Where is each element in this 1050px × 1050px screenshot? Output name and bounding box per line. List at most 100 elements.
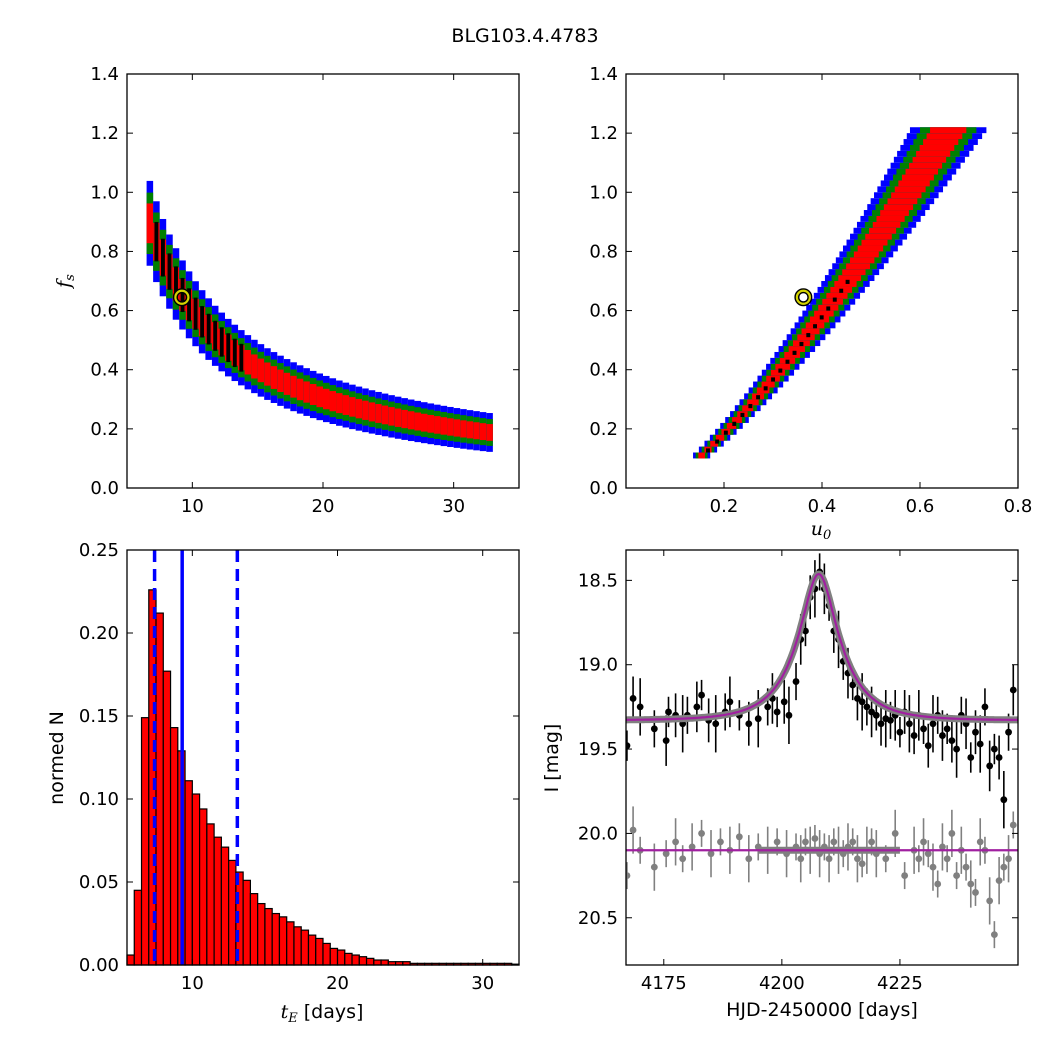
- data-point-top: [863, 703, 871, 711]
- region-1sigma: [355, 398, 363, 419]
- data-point-bottom: [858, 860, 866, 868]
- data-point-top: [905, 720, 913, 728]
- histogram-bar: [169, 727, 179, 966]
- histogram-bar: [344, 952, 353, 966]
- region-1sigma: [869, 227, 897, 234]
- region-1sigma: [857, 245, 884, 252]
- confidence-region-fs-tE: [146, 180, 493, 452]
- histogram-bar: [228, 859, 237, 966]
- region-core: [771, 377, 776, 382]
- data-point-bottom: [882, 855, 890, 863]
- data-point-bottom: [943, 855, 951, 863]
- data-point-bottom: [901, 872, 909, 879]
- y-tick-label: 0.6: [90, 301, 119, 322]
- region-1sigma: [434, 416, 441, 434]
- data-point-top: [802, 627, 809, 635]
- x-tick-label: 10: [181, 496, 204, 517]
- data-point-top: [1009, 686, 1017, 694]
- histogram-bar: [257, 902, 266, 966]
- region-core: [715, 439, 720, 444]
- y-tick-label: 20.0: [578, 823, 618, 844]
- y-tick-label: 1.4: [90, 64, 119, 85]
- data-point-top: [920, 725, 927, 733]
- region-1sigma: [909, 162, 943, 169]
- region-1sigma: [923, 139, 959, 145]
- region-1sigma: [809, 316, 829, 323]
- data-point-top: [986, 762, 994, 770]
- y-tick-label: 0.00: [79, 955, 119, 976]
- data-point-bottom: [1000, 863, 1008, 871]
- model-curve-top: [626, 572, 1018, 721]
- data-point-top: [939, 732, 946, 739]
- data-point-top: [712, 720, 720, 728]
- x-tick-label: 10: [181, 973, 204, 994]
- figure-title: BLG103.4.4783: [451, 25, 598, 47]
- data-point-bottom: [920, 838, 927, 846]
- region-core: [239, 343, 244, 372]
- data-point-top: [1005, 728, 1012, 736]
- data-point-bottom: [1005, 855, 1012, 863]
- region-1sigma: [761, 381, 775, 388]
- y-tick-label: 1.2: [90, 123, 119, 144]
- region-core: [819, 315, 824, 320]
- region-core: [806, 333, 811, 338]
- region-core: [826, 306, 831, 311]
- region-core: [778, 368, 783, 373]
- region-1sigma: [726, 422, 737, 429]
- data-point-bottom: [773, 838, 781, 846]
- data-point-bottom: [707, 850, 715, 858]
- data-point-bottom: [679, 855, 687, 863]
- y-tick-label: 1.4: [589, 64, 618, 85]
- best-fit-marker: [172, 288, 191, 307]
- data-point-bottom: [802, 838, 809, 846]
- y-tick-label: 20.5: [578, 908, 618, 929]
- y-tick-label: 0.2: [589, 419, 618, 440]
- x-tick-label: 0.2: [710, 496, 739, 517]
- region-1sigma: [453, 419, 461, 437]
- region-core: [213, 320, 218, 351]
- region-1sigma: [401, 409, 408, 429]
- region-core: [832, 297, 837, 302]
- histogram-bar: [365, 957, 375, 966]
- region-1sigma: [883, 204, 914, 211]
- x-axis-label-tE: tE [days]: [281, 1001, 364, 1026]
- region-core: [206, 313, 211, 345]
- histogram-bar: [380, 959, 389, 966]
- data-point-top: [972, 728, 979, 736]
- histogram-bar: [315, 937, 324, 966]
- data-point-top: [929, 720, 937, 728]
- region-1sigma: [872, 221, 901, 228]
- histogram-bar: [293, 926, 302, 966]
- histogram-bar: [358, 956, 368, 966]
- region-1sigma: [362, 400, 369, 420]
- region-1sigma: [742, 405, 754, 412]
- region-1sigma: [849, 257, 875, 264]
- region-core: [160, 238, 165, 277]
- region-core: [792, 350, 797, 355]
- data-point-top: [943, 725, 951, 733]
- region-1sigma: [381, 405, 389, 425]
- best-fit-ring: [174, 289, 190, 305]
- y-tick-label: 0.20: [79, 623, 119, 644]
- region-1sigma: [349, 397, 356, 417]
- region-1sigma: [887, 198, 918, 205]
- region-core: [193, 297, 198, 330]
- region-1sigma: [919, 144, 955, 151]
- data-point-bottom: [915, 855, 923, 863]
- data-point-top: [877, 720, 885, 728]
- data-point-bottom: [929, 863, 937, 871]
- data-point-top: [872, 711, 880, 719]
- data-point-top: [910, 732, 918, 739]
- histogram-bar: [220, 846, 230, 966]
- y-tick-label: 0.10: [79, 789, 119, 810]
- y-tick-label: 19.0: [578, 655, 618, 676]
- region-1sigma: [861, 239, 888, 246]
- region-1sigma: [822, 298, 843, 305]
- histogram-bar: [155, 612, 164, 966]
- data-point-bottom: [811, 835, 819, 842]
- x-tick-label: 0.6: [906, 496, 935, 517]
- region-core: [845, 279, 850, 284]
- data-point-top: [764, 703, 772, 711]
- region-core: [226, 333, 231, 363]
- data-point-top: [629, 695, 637, 702]
